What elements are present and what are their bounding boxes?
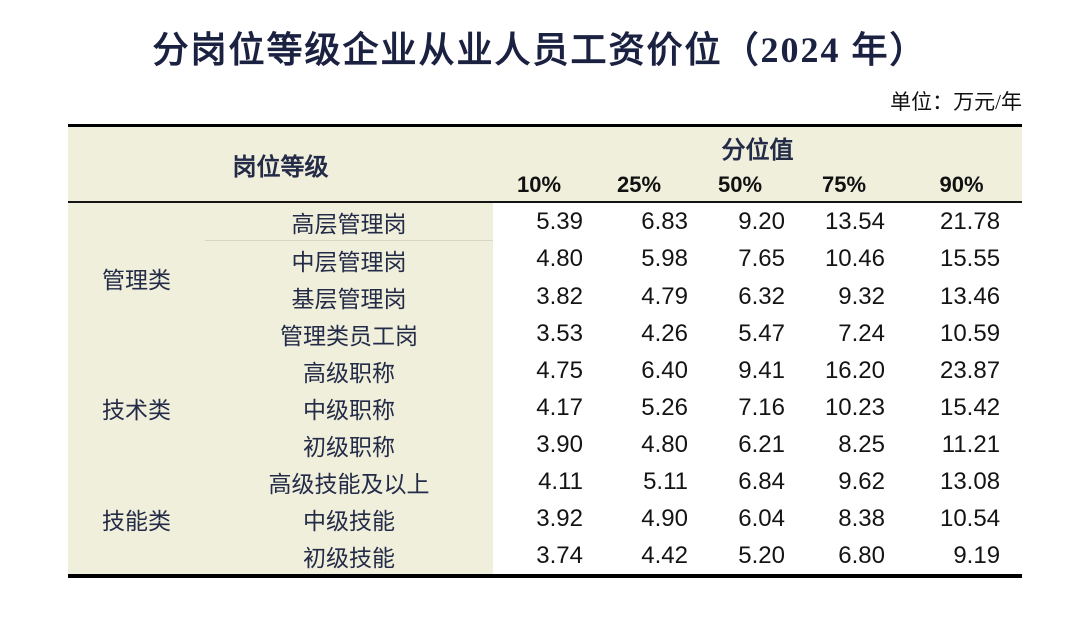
table-row: 管理类 高层管理岗 5.39 6.83 9.20 13.54 21.78 xyxy=(68,202,1023,352)
value-cell: 5.20 xyxy=(693,537,787,576)
value-cell: 5.39 xyxy=(493,202,585,241)
value-cell: 4.80 xyxy=(493,240,585,278)
value-cell: 8.25 xyxy=(787,426,901,463)
position-cell: 高级技能及以上 xyxy=(205,463,493,500)
value-cell: 16.20 xyxy=(787,352,901,389)
value-cell: 5.26 xyxy=(585,389,693,426)
col-header-percentile-group: 分位值 xyxy=(493,125,1023,168)
position-cell: 基层管理岗 xyxy=(205,278,493,315)
value-cell: 5.47 xyxy=(693,315,787,352)
position-cell: 中级职称 xyxy=(205,389,493,426)
position-cell: 高层管理岗 xyxy=(205,202,493,241)
value-cell: 8.38 xyxy=(787,500,901,537)
value-cell: 6.21 xyxy=(693,426,787,463)
position-cell: 初级技能 xyxy=(205,537,493,576)
value-cell: 21.78 xyxy=(901,202,1023,241)
value-cell: 6.40 xyxy=(585,352,693,389)
unit-note: 单位：万元/年 xyxy=(890,90,1022,114)
category-cell-technical: 技术类 xyxy=(68,352,205,463)
value-cell: 4.11 xyxy=(493,463,585,500)
category-cell-management: 管理类 xyxy=(68,202,205,352)
value-cell: 13.54 xyxy=(787,202,901,241)
table-row: 中级技能 3.92 4.90 6.04 8.38 10.54 xyxy=(68,500,1023,537)
header-row-percentiles: 10% 25% 50% 75% 90% xyxy=(68,168,1023,202)
value-cell: 4.42 xyxy=(585,537,693,576)
table-row: 技能类 高级技能及以上 4.11 5.11 6.84 9.62 13.08 xyxy=(68,463,1023,576)
value-cell: 10.54 xyxy=(901,500,1023,537)
value-cell: 5.11 xyxy=(585,463,693,500)
value-cell: 4.26 xyxy=(585,315,693,352)
table-row: 中层管理岗 4.80 5.98 7.65 10.46 15.55 xyxy=(68,240,1023,278)
value-cell: 6.04 xyxy=(693,500,787,537)
value-cell: 9.62 xyxy=(787,463,901,500)
value-cell: 7.24 xyxy=(787,315,901,352)
value-cell: 3.53 xyxy=(493,315,585,352)
col-header-p90: 90% xyxy=(901,168,1023,202)
position-cell: 初级职称 xyxy=(205,426,493,463)
col-header-p75: 75% xyxy=(787,168,901,202)
position-cell: 高级职称 xyxy=(205,352,493,389)
value-cell: 4.75 xyxy=(493,352,585,389)
value-cell: 6.80 xyxy=(787,537,901,576)
value-cell: 9.41 xyxy=(693,352,787,389)
table-row: 管理类员工岗 3.53 4.26 5.47 7.24 10.59 xyxy=(68,315,1023,352)
table-row: 初级技能 3.74 4.42 5.20 6.80 9.19 xyxy=(68,537,1023,576)
value-cell: 9.32 xyxy=(787,278,901,315)
value-cell: 5.98 xyxy=(585,240,693,278)
value-cell: 3.74 xyxy=(493,537,585,576)
category-cell-skills: 技能类 xyxy=(68,463,205,576)
value-cell: 13.08 xyxy=(901,463,1023,500)
value-cell: 13.46 xyxy=(901,278,1023,315)
table-row: 基层管理岗 3.82 4.79 6.32 9.32 13.46 xyxy=(68,278,1023,315)
value-cell: 6.32 xyxy=(693,278,787,315)
value-cell: 3.92 xyxy=(493,500,585,537)
value-cell: 7.16 xyxy=(693,389,787,426)
table-body: 管理类 高层管理岗 5.39 6.83 9.20 13.54 21.78 中层管… xyxy=(68,202,1023,576)
value-cell: 4.80 xyxy=(585,426,693,463)
value-cell: 6.83 xyxy=(585,202,693,241)
value-cell: 3.82 xyxy=(493,278,585,315)
value-cell: 4.17 xyxy=(493,389,585,426)
col-header-p10: 10% xyxy=(493,168,585,202)
value-cell: 15.55 xyxy=(901,240,1023,278)
table-row: 技术类 高级职称 4.75 6.40 9.41 16.20 23.87 xyxy=(68,352,1023,463)
col-header-p50: 50% xyxy=(693,168,787,202)
position-cell: 中级技能 xyxy=(205,500,493,537)
value-cell: 4.79 xyxy=(585,278,693,315)
value-cell: 9.19 xyxy=(901,537,1023,576)
table-header: 岗位等级 分位值 10% 25% 50% 75% 90% xyxy=(68,125,1023,202)
value-cell: 15.42 xyxy=(901,389,1023,426)
page-title: 分岗位等级企业从业人员工资价位（2024 年） xyxy=(152,30,928,70)
col-header-p25: 25% xyxy=(585,168,693,202)
table-row: 中级职称 4.17 5.26 7.16 10.23 15.42 xyxy=(68,389,1023,426)
position-cell: 管理类员工岗 xyxy=(205,315,493,352)
value-cell: 7.65 xyxy=(693,240,787,278)
value-cell: 11.21 xyxy=(901,426,1023,463)
table-row: 初级职称 3.90 4.80 6.21 8.25 11.21 xyxy=(68,426,1023,463)
value-cell: 10.59 xyxy=(901,315,1023,352)
value-cell: 10.23 xyxy=(787,389,901,426)
value-cell: 23.87 xyxy=(901,352,1023,389)
value-cell: 9.20 xyxy=(693,202,787,241)
value-cell: 6.84 xyxy=(693,463,787,500)
wage-table: 岗位等级 分位值 10% 25% 50% 75% 90% 管理类 高层管理岗 5… xyxy=(68,124,1023,578)
col-header-position-level: 岗位等级 xyxy=(68,125,493,202)
value-cell: 4.90 xyxy=(585,500,693,537)
position-cell: 中层管理岗 xyxy=(205,240,493,278)
value-cell: 10.46 xyxy=(787,240,901,278)
value-cell: 3.90 xyxy=(493,426,585,463)
header-row-top: 岗位等级 分位值 xyxy=(68,125,1023,202)
